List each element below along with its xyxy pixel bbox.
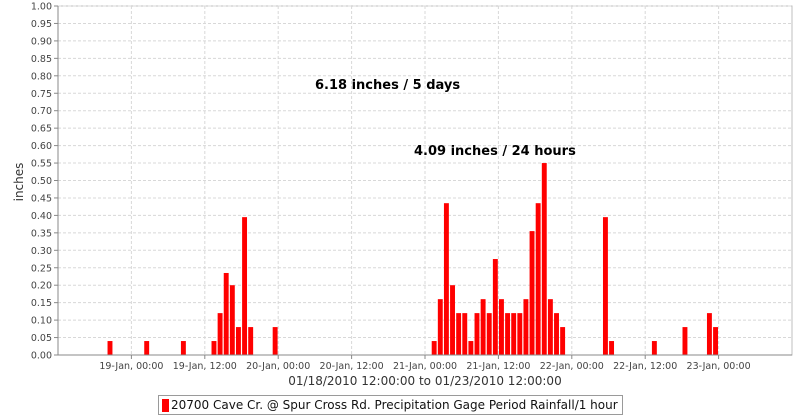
rainfall-bar bbox=[437, 299, 443, 355]
y-tick-label: 0.50 bbox=[31, 176, 52, 187]
rainfall-bar bbox=[144, 341, 150, 355]
rainfall-bar bbox=[499, 299, 504, 355]
rainfall-bar bbox=[229, 285, 235, 355]
rainfall-bar bbox=[535, 203, 541, 355]
y-tick-label: 0.35 bbox=[31, 228, 52, 239]
rainfall-bar bbox=[431, 341, 437, 355]
y-tick-label: 0.20 bbox=[31, 281, 52, 292]
x-tick-label: 21-Jan, 12:00 bbox=[466, 361, 530, 372]
x-tick-label: 23-Jan, 00:00 bbox=[687, 361, 751, 372]
y-tick-label: 0.30 bbox=[31, 246, 52, 257]
rainfall-bar bbox=[609, 341, 615, 355]
annotation-24-hour-total: 4.09 inches / 24 hours bbox=[414, 144, 576, 159]
rainfall-bar bbox=[713, 327, 718, 355]
rainfall-bar bbox=[443, 203, 449, 355]
rainfall-bar bbox=[211, 341, 217, 355]
rainfall-bar bbox=[517, 313, 523, 355]
rainfall-bar bbox=[242, 217, 248, 355]
rainfall-bar bbox=[248, 327, 254, 355]
legend-label: 20700 Cave Cr. @ Spur Cross Rd. Precipit… bbox=[171, 398, 618, 412]
x-tick-label: 22-Jan, 00:00 bbox=[540, 361, 604, 372]
x-tick-label: 19-Jan, 00:00 bbox=[99, 361, 163, 372]
rainfall-bar bbox=[511, 313, 517, 355]
rainfall-bar bbox=[529, 231, 535, 355]
rainfall-bar bbox=[523, 299, 529, 355]
rainfall-bar bbox=[560, 327, 566, 355]
rainfall-bar bbox=[505, 313, 511, 355]
rainfall-bar bbox=[235, 327, 241, 355]
y-tick-label: 0.75 bbox=[31, 89, 52, 100]
legend: 20700 Cave Cr. @ Spur Cross Rd. Precipit… bbox=[158, 395, 623, 415]
x-tick-labels: 19-Jan, 00:00 19-Jan, 12:00 20-Jan, 00:00 2… bbox=[99, 361, 750, 372]
bars-group bbox=[107, 163, 718, 355]
rainfall-bar bbox=[468, 341, 474, 355]
rainfall-bar bbox=[217, 313, 223, 355]
rainfall-bar bbox=[682, 327, 688, 355]
x-tick-label: 20-Jan, 00:00 bbox=[246, 361, 310, 372]
rainfall-bar bbox=[706, 313, 712, 355]
rainfall-bar bbox=[554, 313, 559, 355]
y-tick-label: 1.00 bbox=[31, 2, 52, 13]
y-tick-label: 0.10 bbox=[31, 316, 52, 327]
y-tick-label: 0.65 bbox=[31, 124, 52, 135]
y-tick-label: 0.05 bbox=[31, 333, 52, 344]
y-tick-label: 0.00 bbox=[31, 351, 52, 362]
rainfall-bar bbox=[541, 163, 547, 355]
y-tick-label: 0.85 bbox=[31, 54, 52, 65]
x-tick-label: 19-Jan, 12:00 bbox=[173, 361, 237, 372]
y-tick-label: 0.95 bbox=[31, 19, 52, 30]
y-tick-labels: 0.00 0.05 0.10 0.15 0.20 0.25 0.30 0.35 0.40 0.45… bbox=[31, 2, 52, 362]
y-axis-title: inches bbox=[12, 163, 26, 202]
y-tick-label: 0.45 bbox=[31, 193, 52, 204]
y-tick-label: 0.15 bbox=[31, 298, 52, 309]
rainfall-bar bbox=[223, 272, 229, 355]
y-tick-label: 0.70 bbox=[31, 106, 52, 117]
rainfall-bar bbox=[450, 285, 455, 355]
rainfall-bar bbox=[602, 217, 608, 355]
rainfall-bar bbox=[547, 299, 553, 355]
legend-swatch bbox=[162, 398, 169, 412]
rainfall-bar bbox=[480, 299, 486, 355]
x-tick-label: 21-Jan, 00:00 bbox=[393, 361, 457, 372]
y-tick-label: 0.40 bbox=[31, 211, 52, 222]
rainfall-bar bbox=[180, 341, 186, 355]
annotation-5-day-total: 6.18 inches / 5 days bbox=[315, 78, 460, 93]
y-tick-label: 0.90 bbox=[31, 36, 52, 47]
rainfall-bar bbox=[272, 327, 278, 355]
y-tick-label: 0.55 bbox=[31, 159, 52, 170]
rainfall-bar bbox=[107, 341, 113, 355]
x-axis-title: 01/18/2010 12:00:00 to 01/23/2010 12:00:… bbox=[288, 374, 561, 388]
rainfall-bar bbox=[462, 313, 468, 355]
rainfall-bar bbox=[651, 341, 657, 355]
rainfall-bar bbox=[474, 313, 480, 355]
axes bbox=[54, 5, 792, 359]
rainfall-bar bbox=[492, 259, 498, 355]
rainfall-bar bbox=[486, 313, 492, 355]
grid-lines bbox=[57, 5, 793, 356]
y-tick-label: 0.25 bbox=[31, 263, 52, 274]
x-tick-label: 22-Jan, 12:00 bbox=[613, 361, 677, 372]
rainfall-bar bbox=[456, 313, 462, 355]
y-tick-label: 0.80 bbox=[31, 71, 52, 82]
x-tick-label: 20-Jan, 12:00 bbox=[320, 361, 384, 372]
y-tick-label: 0.60 bbox=[31, 141, 52, 152]
